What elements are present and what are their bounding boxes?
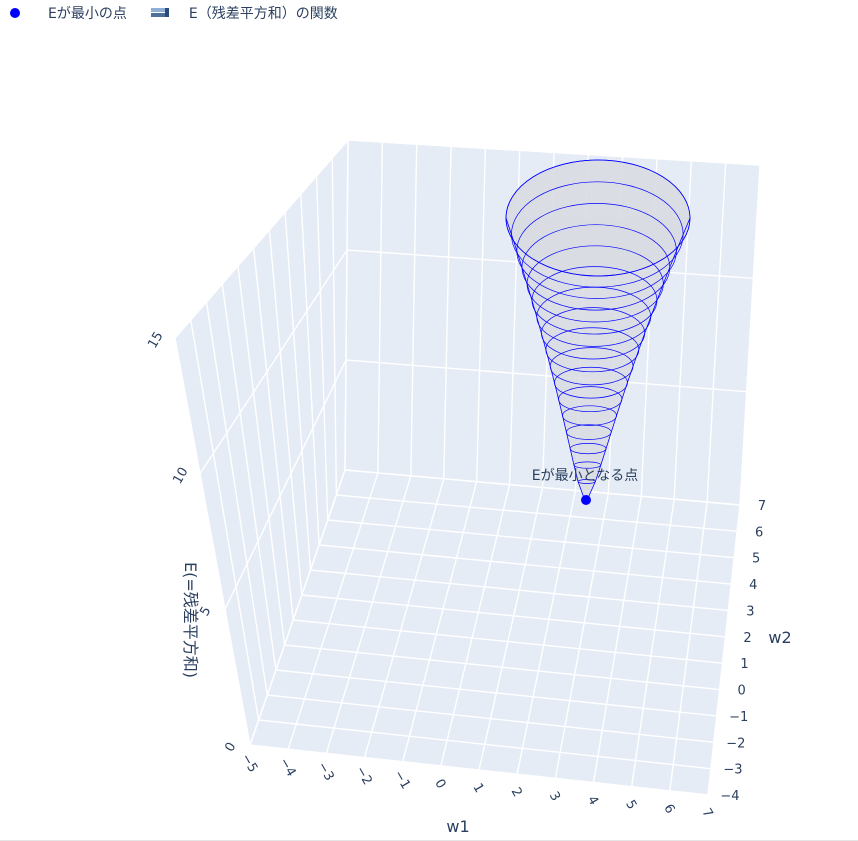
side-grid-horizontal (224, 359, 347, 610)
back-grid-vertical (475, 148, 487, 482)
floor-grid-y (267, 694, 714, 743)
floor-grid-x (707, 504, 741, 796)
back-grid-horizontal (347, 139, 761, 166)
y-tick-label: 4 (749, 578, 757, 593)
floor-grid-y (319, 544, 732, 585)
y-tick-label: 7 (758, 499, 766, 514)
y-tick-label: −1 (729, 710, 748, 725)
x-tick-label: 1 (469, 781, 486, 796)
side-grid-horizontal (199, 249, 348, 475)
paraboloid-surface (505, 159, 691, 499)
floor-grid-x (516, 490, 577, 775)
z-tick-label: 15 (145, 329, 166, 351)
surface-top-rim (505, 159, 691, 277)
floor-grid-y (310, 569, 729, 612)
legend: Eが最小の点 E（残差平方和）の関数 (10, 2, 362, 24)
x-tick-label: 5 (622, 798, 639, 813)
y-tick-label: 3 (746, 604, 754, 619)
side-grid-vertical (237, 265, 286, 646)
x-tick-label: 3 (546, 789, 563, 804)
back-grid-vertical (739, 164, 761, 506)
floor-grid-y (301, 594, 726, 638)
legend-label-surface: E（残差平方和）の関数 (188, 6, 338, 22)
floor-grid-x (592, 496, 642, 783)
y-tick-label: 2 (743, 631, 751, 646)
side-grid-vertical (205, 301, 268, 696)
side-grid-vertical (315, 175, 329, 521)
side-wall (175, 140, 348, 745)
back-grid-vertical (377, 142, 384, 473)
back-grid-vertical (443, 146, 452, 479)
min-point-marker (581, 495, 591, 505)
min-point-annotation: Eが最小となる点 (532, 468, 638, 484)
floor-grid-x (287, 472, 379, 750)
floor-grid-x (630, 499, 675, 787)
y-tick-label: −3 (723, 763, 742, 778)
x-tick-label: 2 (508, 785, 525, 800)
back-grid-horizontal (345, 359, 747, 393)
x-axis-title: w1 (446, 817, 469, 836)
floor-grid-x (554, 493, 610, 779)
floor-grid-x (478, 487, 544, 771)
floor-grid-y (258, 719, 711, 770)
surface-edge-right (587, 217, 691, 499)
x-tick-label: 0 (431, 777, 448, 792)
chart-grid (174, 139, 761, 796)
floor-grid-x (440, 484, 511, 766)
x-tick-label: −2 (352, 764, 375, 788)
floor-grid-y (249, 744, 709, 796)
x-tick-label: 6 (660, 802, 677, 817)
legend-label-min-point: Eが最小の点 (48, 6, 127, 22)
legend-marker-dot-icon (10, 8, 20, 18)
floor (250, 470, 740, 795)
back-grid-vertical (706, 162, 727, 503)
surface-edge-left (505, 217, 585, 499)
side-grid-vertical (221, 283, 277, 671)
floor-grid-x (325, 475, 412, 754)
x-tick-label: −3 (314, 760, 337, 784)
y-tick-label: 5 (752, 552, 760, 567)
legend-item-surface[interactable]: E（残差平方和）の関数 (150, 3, 338, 23)
side-grid-vertical (284, 211, 312, 571)
side-grid-vertical (300, 193, 320, 546)
z-tick-label: 10 (170, 465, 191, 487)
y-tick-label: −4 (720, 789, 739, 804)
floor-grid-y (284, 644, 720, 691)
y-axis-title: w2 (768, 628, 791, 647)
x-tick-label: 7 (698, 806, 715, 821)
side-grid-horizontal (249, 469, 346, 746)
y-tick-label: 1 (740, 657, 748, 672)
y-tick-label: −2 (726, 736, 745, 751)
y-tick-label: 0 (737, 684, 745, 699)
side-grid-vertical (268, 229, 303, 596)
floor-grid-x (363, 478, 445, 758)
side-grid-vertical (331, 157, 338, 496)
floor-grid-x (401, 481, 478, 762)
z-axis-title: E(=残差平方和) (181, 562, 200, 678)
surface-swatch-icon (150, 8, 169, 17)
chart-marks (581, 495, 591, 505)
floor-grid-y (336, 494, 738, 533)
surface-body (506, 218, 690, 498)
floor-grid-x (669, 501, 708, 791)
x-tick-label: −1 (390, 768, 413, 792)
side-grid-horizontal (174, 139, 349, 339)
side-grid-vertical (252, 247, 294, 621)
x-tick-label: −4 (276, 755, 299, 779)
back-grid-horizontal (344, 469, 741, 506)
floor-grid-y (275, 669, 717, 717)
side-grid-vertical (174, 337, 251, 746)
y-tick-label: 6 (755, 525, 763, 540)
x-tick-label: 4 (584, 793, 601, 808)
side-grid-vertical (190, 319, 260, 721)
floor-grid-y (327, 519, 735, 559)
back-grid-vertical (410, 144, 418, 476)
side-grid-vertical (344, 139, 349, 471)
legend-item-min-point[interactable]: Eが最小の点 (10, 3, 127, 23)
z-tick-label: 0 (222, 740, 239, 755)
x-tick-label: −5 (238, 751, 261, 775)
floor-grid-y (293, 619, 723, 664)
